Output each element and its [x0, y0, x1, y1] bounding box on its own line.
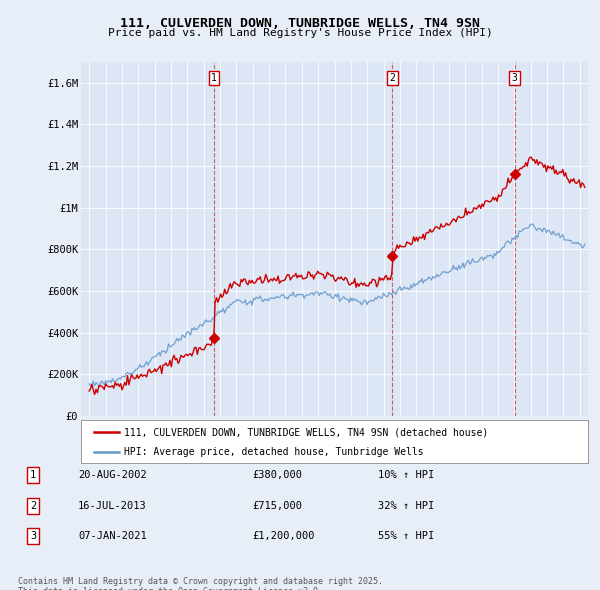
Text: 55% ↑ HPI: 55% ↑ HPI [378, 532, 434, 541]
Text: 2: 2 [30, 501, 36, 510]
Text: 111, CULVERDEN DOWN, TUNBRIDGE WELLS, TN4 9SN (detached house): 111, CULVERDEN DOWN, TUNBRIDGE WELLS, TN… [124, 427, 488, 437]
Text: £380,000: £380,000 [252, 470, 302, 480]
Text: 32% ↑ HPI: 32% ↑ HPI [378, 501, 434, 510]
Text: 2: 2 [389, 73, 395, 83]
Text: Price paid vs. HM Land Registry's House Price Index (HPI): Price paid vs. HM Land Registry's House … [107, 28, 493, 38]
Text: £1,200,000: £1,200,000 [252, 532, 314, 541]
Text: 1: 1 [211, 73, 217, 83]
Text: 1: 1 [30, 470, 36, 480]
Text: 111, CULVERDEN DOWN, TUNBRIDGE WELLS, TN4 9SN: 111, CULVERDEN DOWN, TUNBRIDGE WELLS, TN… [120, 17, 480, 30]
Text: 3: 3 [30, 532, 36, 541]
Text: HPI: Average price, detached house, Tunbridge Wells: HPI: Average price, detached house, Tunb… [124, 447, 424, 457]
Text: 07-JAN-2021: 07-JAN-2021 [78, 532, 147, 541]
Text: 3: 3 [512, 73, 518, 83]
Text: Contains HM Land Registry data © Crown copyright and database right 2025.
This d: Contains HM Land Registry data © Crown c… [18, 577, 383, 590]
Text: 16-JUL-2013: 16-JUL-2013 [78, 501, 147, 510]
Text: 10% ↑ HPI: 10% ↑ HPI [378, 470, 434, 480]
Text: £715,000: £715,000 [252, 501, 302, 510]
Text: 20-AUG-2002: 20-AUG-2002 [78, 470, 147, 480]
